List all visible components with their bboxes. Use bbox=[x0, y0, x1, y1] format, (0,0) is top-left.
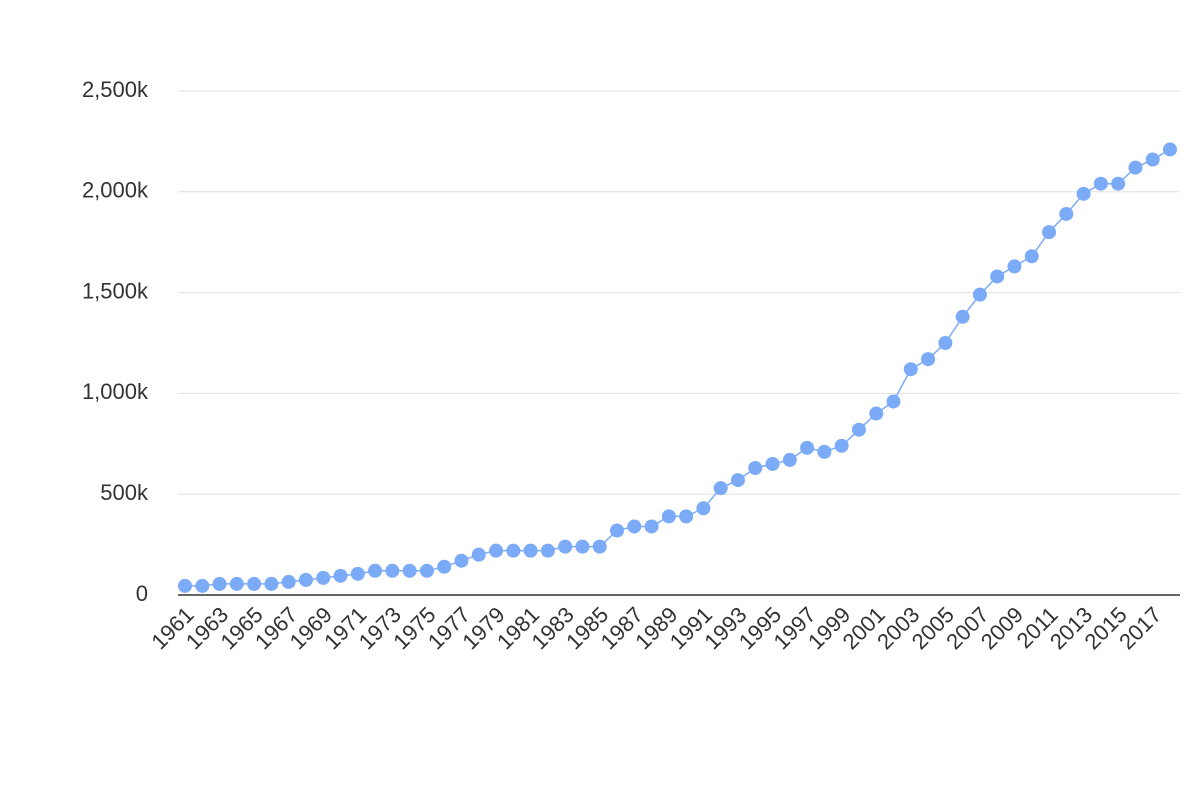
point bbox=[1128, 160, 1143, 175]
y-tick-label: 2,500k bbox=[82, 77, 149, 102]
point bbox=[903, 362, 918, 377]
point bbox=[921, 352, 936, 367]
point bbox=[350, 566, 365, 581]
point bbox=[592, 539, 607, 554]
point bbox=[869, 406, 884, 421]
point bbox=[1007, 259, 1022, 274]
point bbox=[644, 519, 659, 534]
point bbox=[955, 309, 970, 324]
point bbox=[972, 287, 987, 302]
point bbox=[817, 444, 832, 459]
point bbox=[264, 576, 279, 591]
y-tick-label: 500k bbox=[100, 480, 149, 505]
point bbox=[247, 576, 262, 591]
point bbox=[402, 563, 417, 578]
point bbox=[523, 543, 538, 558]
point bbox=[316, 570, 331, 585]
point bbox=[679, 509, 694, 524]
point bbox=[489, 543, 504, 558]
point bbox=[471, 547, 486, 562]
y-tick-label: 1,500k bbox=[82, 278, 149, 303]
point bbox=[938, 336, 953, 350]
point bbox=[385, 563, 400, 578]
point bbox=[800, 440, 815, 455]
line bbox=[185, 148, 1171, 587]
y-tick-label: 0 bbox=[136, 581, 148, 606]
point bbox=[610, 523, 625, 538]
point bbox=[1093, 176, 1108, 191]
point bbox=[558, 539, 573, 554]
point bbox=[1145, 152, 1160, 167]
point bbox=[229, 576, 244, 591]
point bbox=[661, 509, 676, 524]
point bbox=[281, 574, 296, 589]
point bbox=[696, 501, 711, 516]
point bbox=[1111, 176, 1126, 191]
point bbox=[627, 519, 642, 534]
point bbox=[1059, 206, 1074, 221]
point bbox=[990, 269, 1005, 284]
point bbox=[730, 473, 745, 488]
point bbox=[506, 543, 521, 558]
point bbox=[419, 563, 434, 578]
point bbox=[195, 578, 210, 593]
point bbox=[782, 452, 797, 467]
point bbox=[1076, 186, 1091, 201]
point bbox=[1042, 225, 1057, 240]
point bbox=[437, 559, 452, 574]
point bbox=[765, 456, 780, 471]
point bbox=[851, 422, 866, 437]
point bbox=[886, 394, 901, 409]
point bbox=[368, 563, 383, 578]
point bbox=[834, 438, 849, 453]
point bbox=[575, 539, 590, 554]
point bbox=[1163, 142, 1177, 157]
point bbox=[748, 460, 763, 475]
point bbox=[540, 543, 555, 558]
point bbox=[454, 553, 469, 568]
point bbox=[333, 568, 348, 583]
point bbox=[1024, 249, 1039, 264]
point bbox=[178, 578, 192, 593]
point bbox=[298, 572, 313, 587]
point bbox=[713, 481, 728, 496]
y-tick-label: 1,000k bbox=[82, 379, 149, 404]
y-tick-label: 2,000k bbox=[82, 178, 149, 203]
point bbox=[212, 576, 227, 591]
